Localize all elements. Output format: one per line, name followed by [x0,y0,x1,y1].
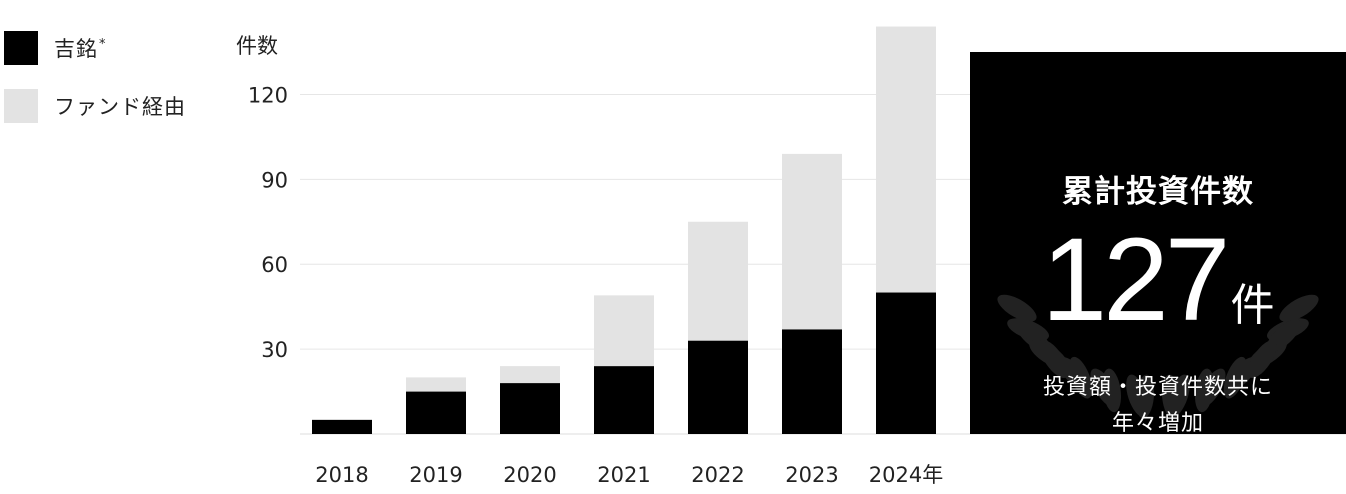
callout-title: 累計投資件数 [1062,174,1254,210]
legend-item-direct: 吉銘* [4,30,186,66]
bar-direct-4 [688,340,748,434]
bar-direct-5 [782,329,842,434]
y-axis: 30 60 90 120 [248,83,288,362]
laurel-leaf [1126,374,1149,417]
bar-fund-3 [594,295,654,367]
bar-direct-0 [312,419,372,434]
x-tick-label-4: 2022 [691,463,744,487]
bar-direct-2 [500,383,560,434]
x-tick-label-2: 2020 [503,463,556,487]
bar-fund-4 [688,221,748,341]
legend-marker: * [99,37,107,52]
legend-swatch-fund [4,89,38,123]
y-axis-unit-label: 件数 [236,34,278,58]
laurel-leaf [997,294,1037,322]
bar-direct-3 [594,366,654,434]
laurel-leaf [1007,318,1050,341]
bar-direct-1 [406,391,466,434]
bar-fund-5 [782,153,842,330]
legend-item-fund: ファンド経由 [4,88,186,124]
x-tick-label-6: 2024年 [869,463,943,487]
legend-label-direct: 吉銘* [54,37,107,61]
total-investments-callout: 累計投資件数 127件 投資額・投資件数共に 年々増加 [970,52,1346,434]
y-tick-label-120: 120 [248,83,288,107]
legend-label-fund: ファンド経由 [54,95,186,119]
x-tick-label-1: 2019 [409,463,462,487]
callout-note-line-1: 投資額・投資件数共に [1042,375,1273,400]
laurel-leaf [1090,368,1118,408]
legend-swatch-direct [4,31,38,65]
y-tick-label-60: 60 [261,253,288,277]
callout-number: 127 [1041,214,1231,346]
y-tick-label-30: 30 [261,338,288,362]
x-tick-label-3: 2021 [597,463,650,487]
legend: 吉銘* ファンド経由 [4,30,186,146]
y-tick-label-90: 90 [261,168,288,192]
laurel-wreath-icon [997,294,1319,419]
x-tick-label-0: 2018 [315,463,368,487]
callout-note-line-2: 年々増加 [1111,411,1204,434]
laurel-leaf [1247,340,1277,379]
laurel-leaf [1029,339,1068,369]
callout-value: 127件 [970,212,1346,348]
x-tick-label-5: 2023 [785,463,838,487]
bar-fund-2 [500,366,560,384]
callout-note: 投資額・投資件数共に 年々増加 [970,370,1346,434]
laurel-leaf [1223,356,1247,399]
laurel-leaf [1279,294,1319,322]
callout-unit: 件 [1230,280,1275,331]
bar-fund-1 [406,377,466,392]
bar-fund-6 [876,26,936,293]
laurel-leaf [1194,368,1214,413]
bar-direct-6 [876,292,936,434]
laurel-leaf [1161,374,1181,419]
x-axis: 2018 2019 2020 2021 2022 2023 2024年 [315,463,943,487]
bars [312,26,936,434]
